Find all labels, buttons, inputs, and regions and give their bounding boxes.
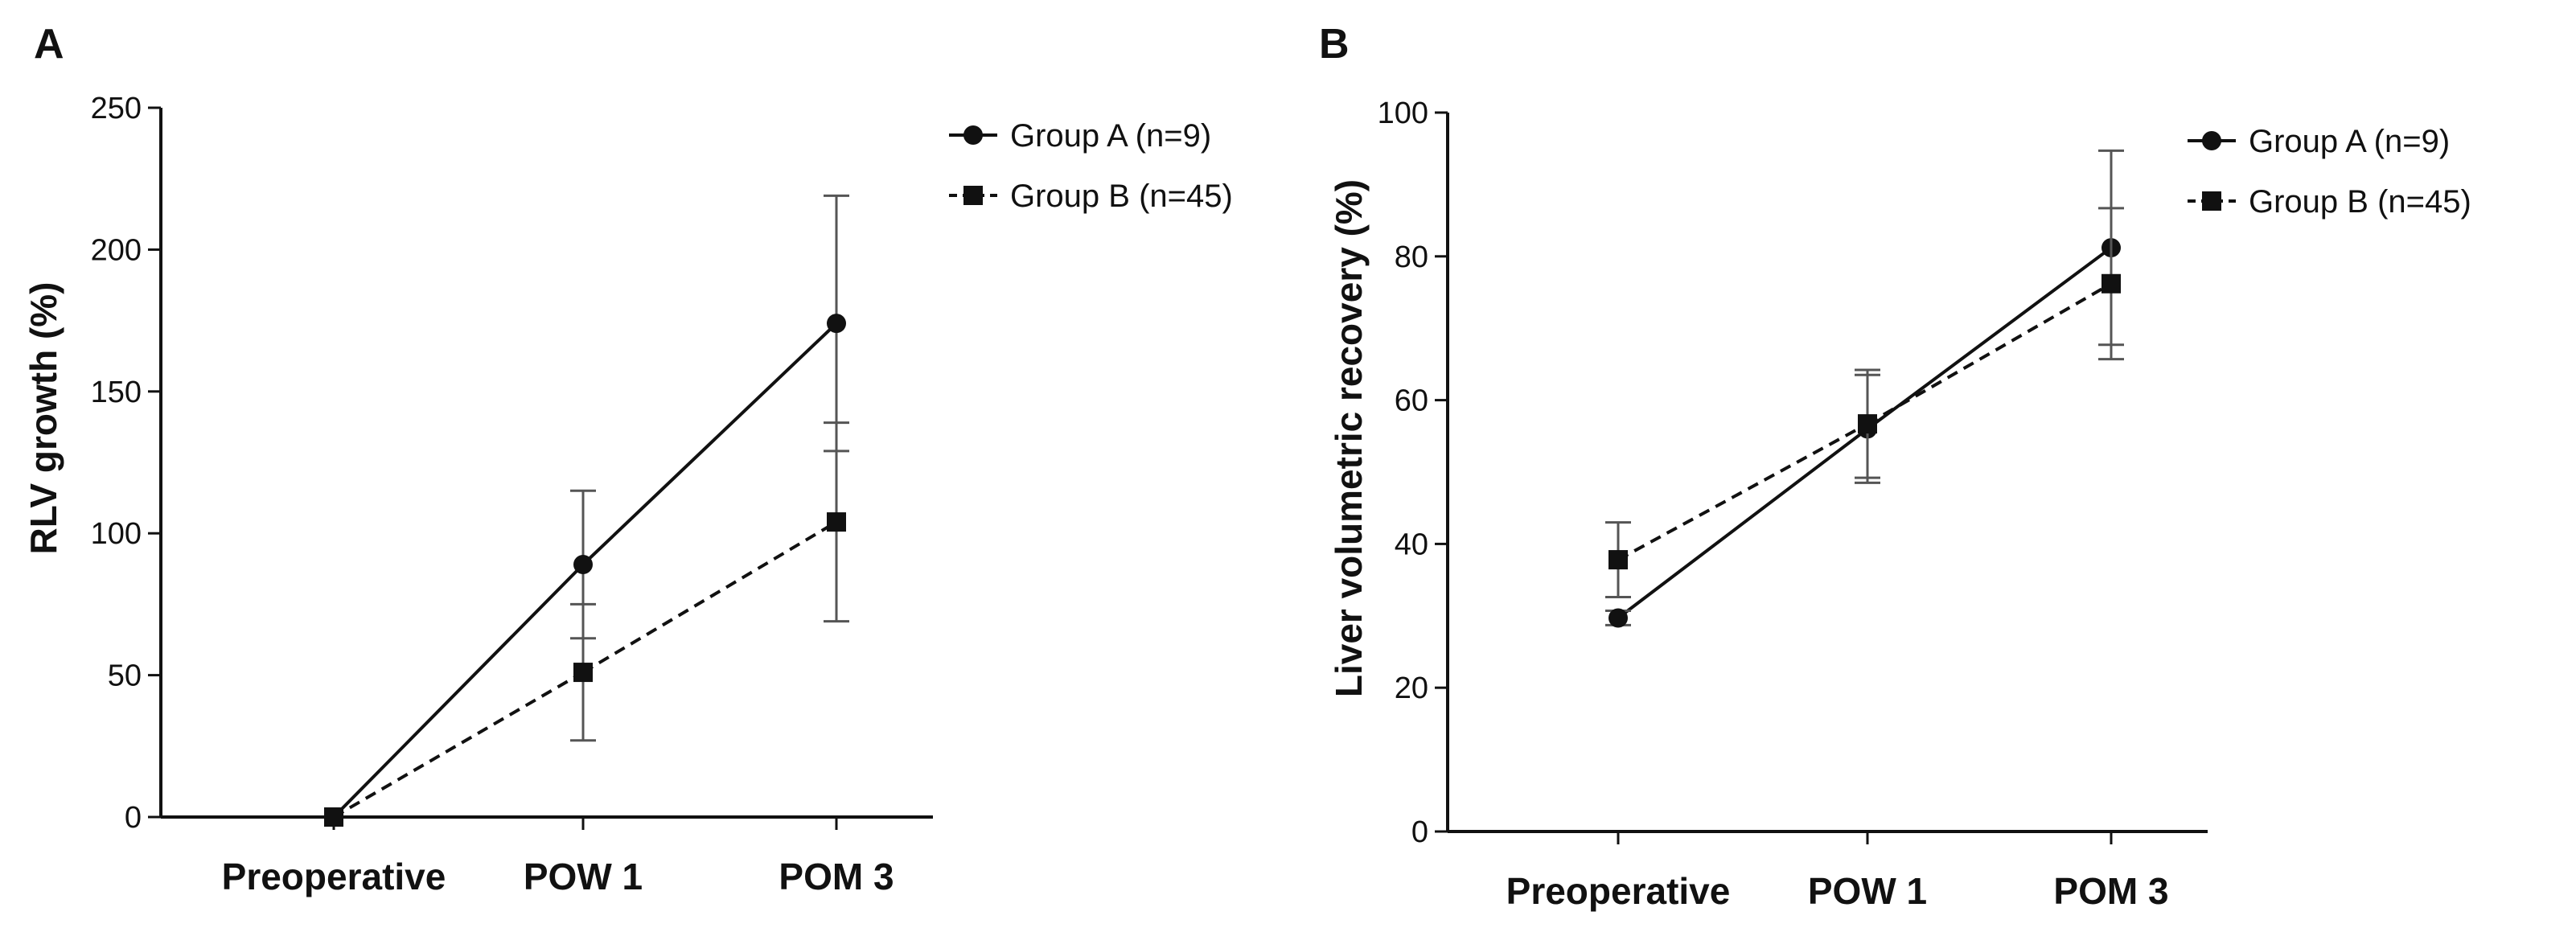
y-tick-label: 100 (91, 517, 142, 551)
panel-b-letter: B (1319, 21, 1350, 68)
data-point-circle (573, 555, 593, 575)
data-point-circle (827, 314, 846, 334)
series-group-a (324, 194, 849, 827)
x-category-label: POW 1 (524, 856, 643, 897)
y-tick-label: 0 (125, 801, 142, 835)
y-tick-label: 40 (1395, 528, 1428, 561)
data-point-square (827, 512, 846, 532)
panel-b-y-axis-title: Liver volumetric recovery (%) (1328, 179, 1370, 697)
legend-marker-square (963, 186, 983, 205)
panel-b-chart: B Liver volumetric recovery (%) 0 20 40 60 8… (1319, 21, 2471, 912)
panel-a-letter: A (34, 21, 64, 68)
x-category-label: POM 3 (779, 856, 894, 897)
x-category-label: Preoperative (1506, 870, 1731, 912)
data-point-square (2101, 273, 2121, 294)
series-line-segment (1867, 282, 2112, 425)
y-tick-label: 20 (1395, 671, 1428, 705)
series-line-segment (332, 563, 585, 819)
series-group-b (324, 421, 849, 827)
x-category-label: POM 3 (2053, 870, 2168, 912)
legend-label: Group A (n=9) (1010, 118, 1211, 154)
x-category-label: Preoperative (222, 856, 446, 897)
y-tick-label: 80 (1395, 240, 1428, 274)
legend-label: Group B (n=45) (1010, 179, 1233, 214)
series-line-segment (1617, 427, 1869, 620)
y-tick-label: 200 (91, 233, 142, 267)
y-tick-label: 250 (91, 92, 142, 125)
y-tick-label: 50 (108, 659, 142, 693)
data-point-square (324, 807, 343, 827)
y-tick-label: 0 (1411, 815, 1428, 849)
panel-a-chart: A RLV growth (%) 0 50 100 150 200 250 Preopera… (23, 21, 1233, 897)
series-line-segment (332, 671, 585, 819)
data-point-circle (1608, 608, 1628, 628)
legend-label: Group B (n=45) (2249, 184, 2471, 220)
data-point-square (1608, 550, 1628, 570)
panel-a-y-axis-title: RLV growth (%) (23, 282, 64, 555)
legend-label: Group A (n=9) (2249, 124, 2450, 159)
legend-marker-square (2202, 191, 2221, 211)
y-tick-label: 100 (1378, 96, 1428, 130)
series-line-segment (1617, 422, 1868, 561)
series-group-b (1605, 207, 2124, 599)
data-point-square (573, 663, 593, 683)
data-point-square (1858, 414, 1877, 434)
legend-marker-circle (2202, 131, 2221, 150)
series-group-a (1605, 149, 2124, 628)
x-category-label: POW 1 (1808, 870, 1927, 912)
series-line-segment (581, 520, 838, 674)
legend-marker-circle (963, 125, 983, 145)
y-tick-label: 150 (91, 376, 142, 409)
y-tick-label: 60 (1395, 384, 1428, 418)
series-line-segment (581, 322, 838, 566)
